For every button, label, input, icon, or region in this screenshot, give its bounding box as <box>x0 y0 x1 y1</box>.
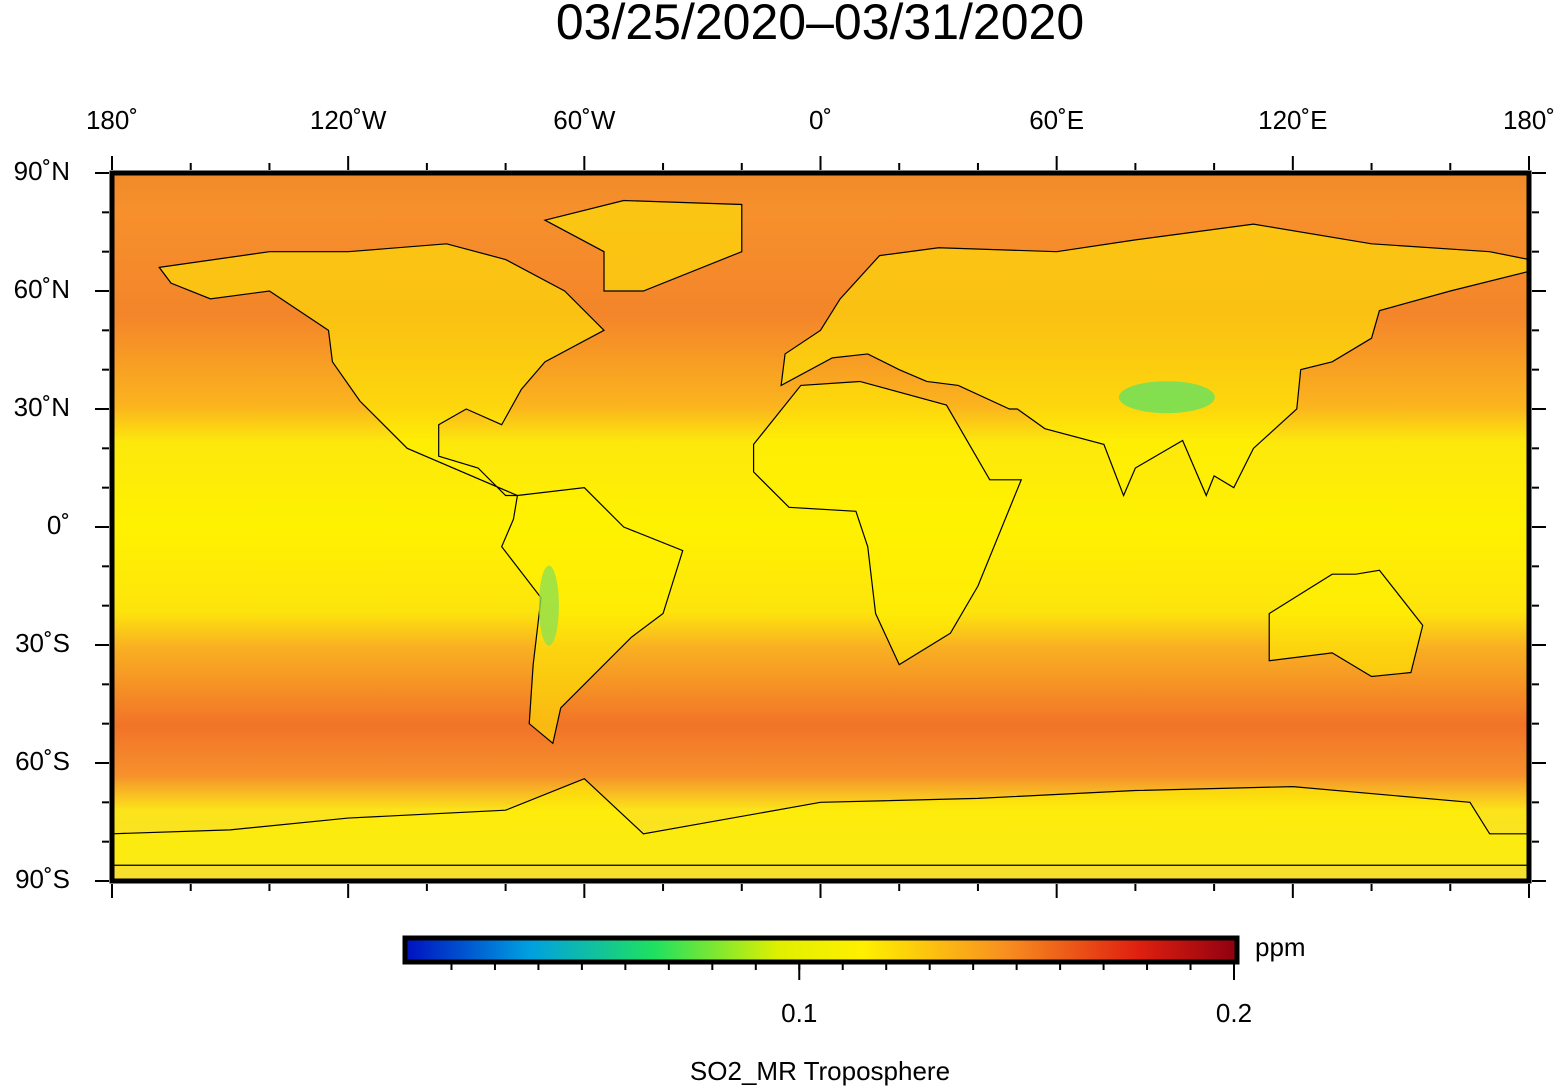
lat-label: 60˚S <box>15 746 70 776</box>
coastline <box>543 199 743 292</box>
lon-label: 120˚E <box>1258 105 1327 135</box>
colorbar <box>402 935 1240 965</box>
coastline <box>158 243 606 497</box>
colorbar-label: SO2_MR Troposphere <box>690 1056 950 1086</box>
coastlines <box>111 199 1530 866</box>
lat-label: 0˚ <box>47 510 70 540</box>
andes-green <box>538 565 559 646</box>
colorbar-tick-label: 0.1 <box>781 998 817 1028</box>
lat-label: 60˚N <box>14 274 70 304</box>
lon-label: 60˚E <box>1029 105 1084 135</box>
lat-label: 90˚N <box>14 156 70 186</box>
coastline <box>1268 569 1424 678</box>
lon-label: 60˚W <box>553 105 616 135</box>
coastline <box>752 380 1023 666</box>
colorbar-unit: ppm <box>1255 932 1306 962</box>
coastline <box>780 223 1530 498</box>
lon-label: 120˚W <box>310 105 387 135</box>
colorbar-tick-label: 0.2 <box>1216 998 1252 1028</box>
frame-ticks <box>95 156 1546 898</box>
lat-label: 90˚S <box>15 864 70 894</box>
plateau-green <box>1118 381 1215 414</box>
lat-label: 30˚S <box>15 628 70 658</box>
lat-label: 30˚N <box>14 392 70 422</box>
lon-label: 180˚ <box>1503 105 1555 135</box>
map-frame <box>109 170 1532 884</box>
title: 03/25/2020–03/31/2020 <box>556 0 1084 50</box>
lon-label: 0˚ <box>809 105 832 135</box>
coastline <box>500 487 684 745</box>
lon-label: 180˚ <box>86 105 138 135</box>
